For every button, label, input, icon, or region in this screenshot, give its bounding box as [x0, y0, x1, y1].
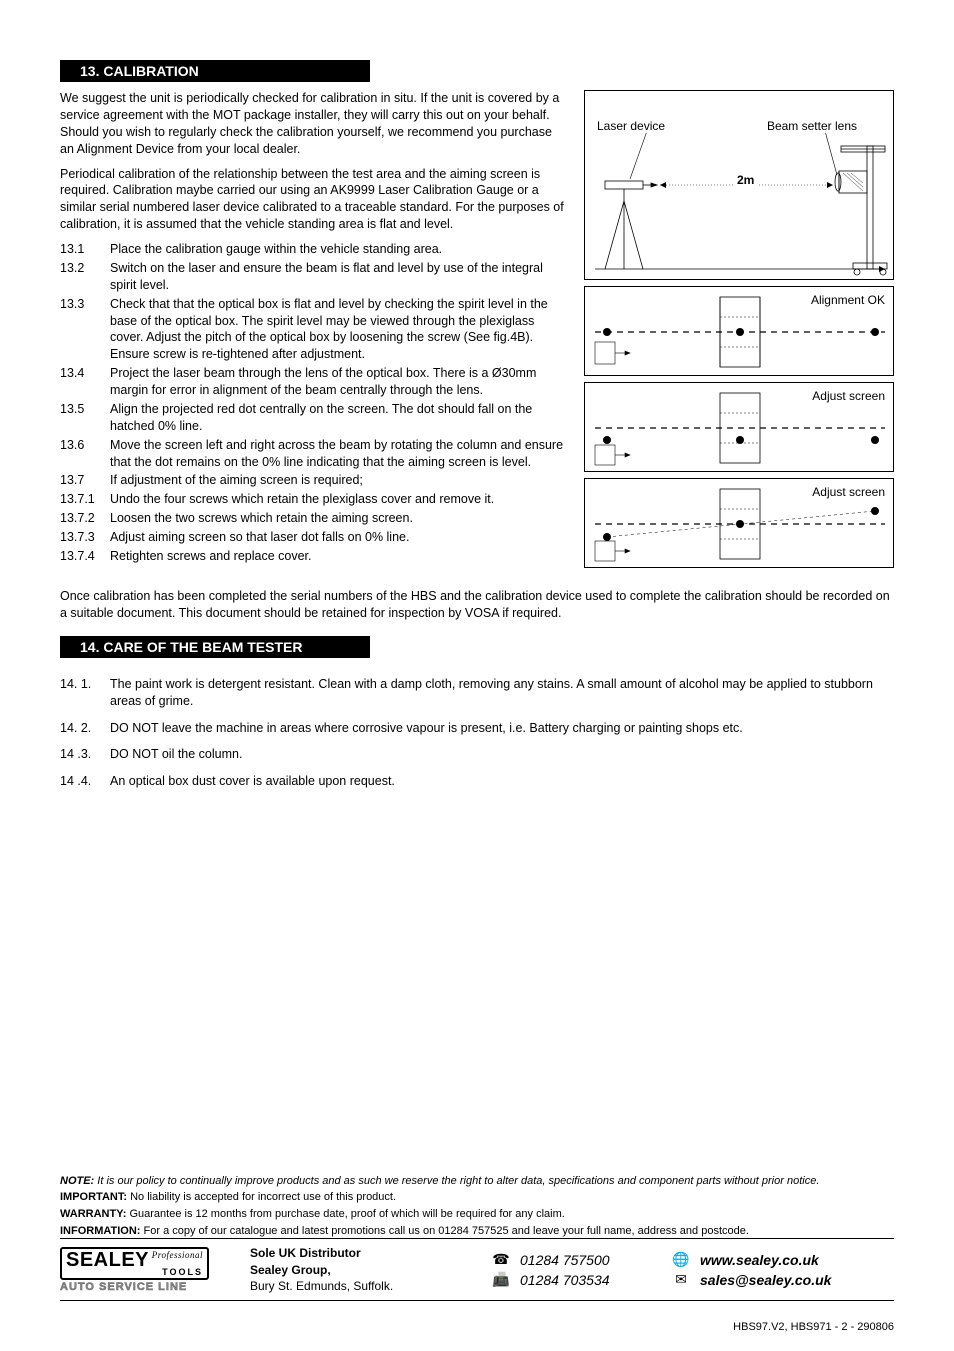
step-text: Adjust aiming screen so that laser dot f…	[110, 529, 564, 546]
information-label: INFORMATION:	[60, 1225, 144, 1237]
footer-legal-notes: NOTE: It is our policy to continually im…	[60, 1174, 894, 1241]
step-text: Align the projected red dot centrally on…	[110, 401, 564, 435]
important-label: IMPORTANT:	[60, 1191, 130, 1203]
calibration-intro-2: Periodical calibration of the relationsh…	[60, 166, 564, 234]
alignment-ok-diagram: Alignment OK	[584, 286, 894, 376]
step-num: 13.3	[60, 296, 110, 364]
step-num: 13.5	[60, 401, 110, 435]
step-text: Loosen the two screws which retain the a…	[110, 510, 564, 527]
step-num: 14. 1.	[60, 676, 110, 710]
step-text: Move the screen left and right across th…	[110, 437, 564, 471]
section-13-body: We suggest the unit is periodically chec…	[60, 90, 894, 574]
warranty-text: Guarantee is 12 months from purchase dat…	[129, 1208, 564, 1220]
logo-subtitle: AUTO SERVICE LINE	[60, 1282, 240, 1293]
adjust-screen-label-2: Adjust screen	[812, 485, 885, 499]
laser-device-label: Laser device	[597, 119, 665, 133]
adjust-screen-label-1: Adjust screen	[812, 389, 885, 403]
brand-logo: SEALEY Professional TOOLS AUTO SERVICE L…	[60, 1247, 240, 1293]
calibration-closing-note: Once calibration has been completed the …	[60, 588, 894, 622]
distance-2m-label: 2m	[733, 173, 758, 187]
adjust-screen-diagram-2: Adjust screen	[584, 478, 894, 568]
step-num: 13.7.1	[60, 491, 110, 508]
section-13-header: 13. CALIBRATION	[60, 60, 370, 82]
section-13-diagrams: Laser device Beam setter lens 2m	[584, 90, 894, 574]
section-14-header: 14. CARE OF THE BEAM TESTER	[60, 636, 370, 658]
fax-icon: 📠	[490, 1272, 512, 1288]
step-num: 13.7.4	[60, 548, 110, 565]
logo-script-text: Professional	[149, 1250, 203, 1260]
section-13-text-column: We suggest the unit is periodically chec…	[60, 90, 564, 574]
step-text: Place the calibration gauge within the v…	[110, 241, 564, 258]
adjust-screen-diagram-1: Adjust screen	[584, 382, 894, 472]
important-text: No liability is accepted for incorrect u…	[130, 1191, 396, 1203]
note-label: NOTE:	[60, 1175, 97, 1187]
calibration-intro-1: We suggest the unit is periodically chec…	[60, 90, 564, 158]
alignment-ok-label: Alignment OK	[811, 293, 885, 307]
email-icon: ✉	[670, 1272, 692, 1288]
distributor-info: Sole UK Distributor Sealey Group, Bury S…	[250, 1245, 480, 1294]
step-text: The paint work is detergent resistant. C…	[110, 676, 894, 710]
calibration-steps: 13.1Place the calibration gauge within t…	[60, 241, 564, 565]
step-num: 13.7.3	[60, 529, 110, 546]
step-text: Check that that the optical box is flat …	[110, 296, 564, 364]
step-text: DO NOT oil the column.	[110, 746, 894, 763]
phone-fax-column: ☎ 01284 757500 📠 01284 703534	[490, 1252, 660, 1288]
web-email-column: 🌐 www.sealey.co.uk ✉ sales@sealey.co.uk	[670, 1252, 894, 1288]
beam-setter-lens-label: Beam setter lens	[767, 119, 857, 133]
care-steps: 14. 1.The paint work is detergent resist…	[60, 676, 894, 790]
step-text: Switch on the laser and ensure the beam …	[110, 260, 564, 294]
step-text: If adjustment of the aiming screen is re…	[110, 472, 564, 489]
distributor-address: Bury St. Edmunds, Suffolk.	[250, 1278, 480, 1294]
email-address: sales@sealey.co.uk	[700, 1272, 831, 1288]
step-text: DO NOT leave the machine in areas where …	[110, 720, 894, 737]
calibration-setup-diagram: Laser device Beam setter lens 2m	[584, 90, 894, 280]
step-num: 14. 2.	[60, 720, 110, 737]
footer-contact-bar: SEALEY Professional TOOLS AUTO SERVICE L…	[60, 1238, 894, 1301]
step-num: 13.6	[60, 437, 110, 471]
fax-number: 01284 703534	[520, 1272, 610, 1288]
step-num: 13.7	[60, 472, 110, 489]
website-url: www.sealey.co.uk	[700, 1252, 819, 1268]
step-num: 13.2	[60, 260, 110, 294]
step-num: 13.4	[60, 365, 110, 399]
information-text: For a copy of our catalogue and latest p…	[144, 1225, 749, 1237]
step-num: 14 .3.	[60, 746, 110, 763]
step-num: 13.7.2	[60, 510, 110, 527]
step-text: Project the laser beam through the lens …	[110, 365, 564, 399]
page-footer-code: HBS97.V2, HBS971 - 2 - 290806	[733, 1321, 894, 1333]
step-text: An optical box dust cover is available u…	[110, 773, 894, 790]
phone-number: 01284 757500	[520, 1252, 610, 1268]
warranty-label: WARRANTY:	[60, 1208, 129, 1220]
web-icon: 🌐	[670, 1252, 692, 1268]
note-text: It is our policy to continually improve …	[97, 1175, 819, 1187]
distributor-name: Sealey Group,	[250, 1262, 480, 1278]
step-text: Retighten screws and replace cover.	[110, 548, 564, 565]
step-text: Undo the four screws which retain the pl…	[110, 491, 564, 508]
distributor-title: Sole UK Distributor	[250, 1245, 480, 1261]
step-num: 14 .4.	[60, 773, 110, 790]
logo-main-text: SEALEY	[66, 1249, 149, 1271]
phone-icon: ☎	[490, 1252, 512, 1268]
step-num: 13.1	[60, 241, 110, 258]
